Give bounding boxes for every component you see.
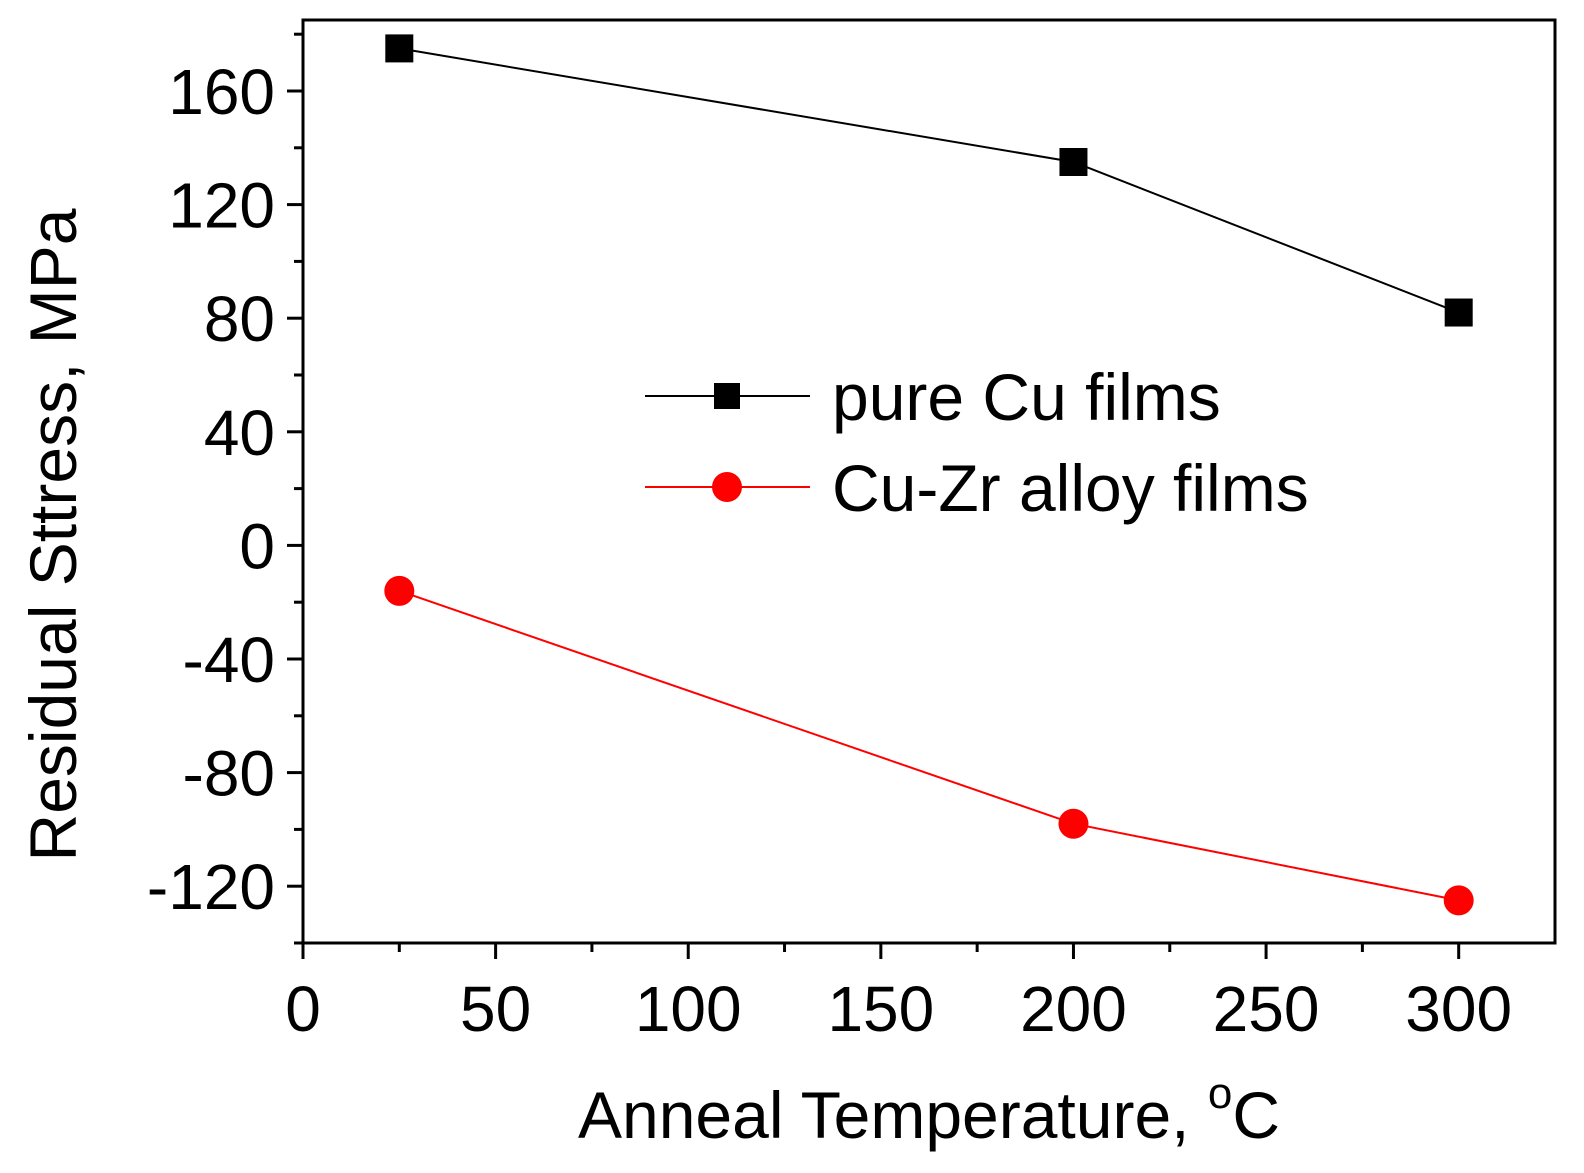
x-axis-title: Anneal Temperature, oC — [578, 1069, 1280, 1152]
legend-marker-cu-zr — [712, 472, 742, 502]
x-tick-label-100: 100 — [635, 973, 742, 1045]
x-axis-title-unit: C — [1232, 1078, 1280, 1152]
y-tick-label-40: 40 — [204, 397, 275, 469]
y-axis-title: Residual Sttress, MPa — [16, 208, 90, 861]
data-point-pure-cu-25 — [385, 34, 414, 63]
y-tick-label-80: 80 — [204, 283, 275, 355]
x-axis-title-degree: o — [1208, 1069, 1232, 1118]
legend-marker-pure-cu — [714, 383, 740, 409]
y-tick-label--80: -80 — [183, 738, 276, 810]
x-tick-label-150: 150 — [827, 973, 934, 1045]
y-tick-label--40: -40 — [183, 624, 276, 696]
x-tick-label-50: 50 — [460, 973, 531, 1045]
x-tick-label-0: 0 — [285, 973, 321, 1045]
y-tick-label-160: 160 — [168, 56, 275, 128]
data-point-pure-cu-200 — [1059, 148, 1088, 176]
y-tick-label-120: 120 — [168, 170, 275, 242]
x-axis-title-text: Anneal Temperature, — [578, 1078, 1208, 1152]
x-tick-label-250: 250 — [1213, 973, 1320, 1045]
series-layer — [384, 34, 1474, 916]
data-point-cu-zr-25 — [384, 575, 415, 606]
data-point-cu-zr-300 — [1443, 885, 1474, 916]
x-tick-label-200: 200 — [1020, 973, 1127, 1045]
legend-label-pure-cu: pure Cu films — [832, 360, 1221, 434]
y-tick-label-0: 0 — [239, 510, 275, 582]
plot-frame — [301, 18, 1557, 945]
legend-label-cu-zr: Cu-Zr alloy films — [832, 451, 1309, 525]
series-line-cu-zr — [398, 589, 1459, 902]
data-point-cu-zr-200 — [1058, 808, 1089, 839]
data-point-pure-cu-300 — [1444, 298, 1473, 327]
legend: pure Cu films Cu-Zr alloy films — [645, 360, 1309, 525]
x-tick-label-300: 300 — [1405, 973, 1512, 1045]
y-tick-label--120: -120 — [147, 851, 275, 923]
y-axis-ticks: -120 -80 -40 0 40 80 120 160 — [147, 32, 303, 945]
series-line-pure-cu — [399, 47, 1460, 314]
x-axis-ticks: 0 50 100 150 200 250 300 — [285, 943, 1512, 1045]
